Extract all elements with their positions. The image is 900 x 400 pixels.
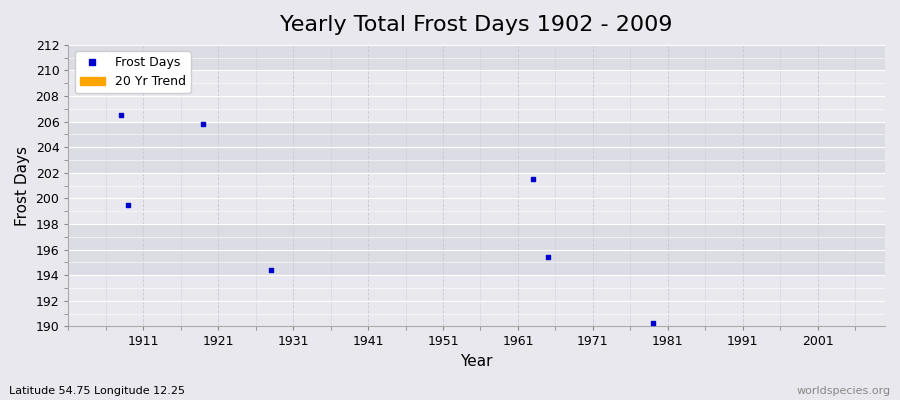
Point	[526, 176, 540, 182]
Point	[113, 112, 128, 118]
Point	[264, 267, 278, 273]
Bar	[68, 45, 885, 70]
X-axis label: Year: Year	[461, 354, 493, 369]
Point	[196, 121, 211, 128]
Point	[122, 202, 136, 208]
Text: worldspecies.org: worldspecies.org	[796, 386, 891, 396]
Point	[541, 254, 555, 260]
Title: Yearly Total Frost Days 1902 - 2009: Yearly Total Frost Days 1902 - 2009	[281, 15, 673, 35]
Bar	[68, 275, 885, 326]
Bar	[68, 224, 885, 275]
Legend: Frost Days, 20 Yr Trend: Frost Days, 20 Yr Trend	[75, 51, 191, 93]
Y-axis label: Frost Days: Frost Days	[15, 146, 30, 226]
Point	[645, 319, 660, 326]
Text: Latitude 54.75 Longitude 12.25: Latitude 54.75 Longitude 12.25	[9, 386, 185, 396]
Bar	[68, 70, 885, 122]
Bar	[68, 122, 885, 173]
Bar	[68, 173, 885, 224]
